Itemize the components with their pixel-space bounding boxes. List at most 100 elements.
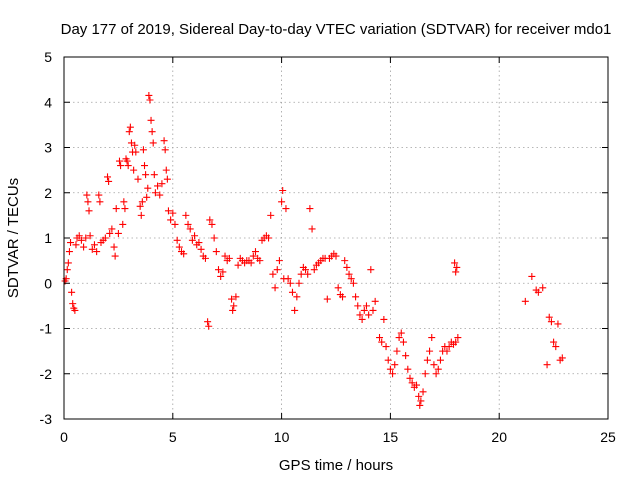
- data-point: [83, 191, 91, 199]
- data-point: [343, 263, 351, 271]
- data-point: [130, 166, 138, 174]
- data-point: [426, 347, 434, 355]
- data-point: [201, 254, 209, 262]
- data-point: [214, 266, 222, 274]
- data-point: [443, 347, 451, 355]
- x-tick-label: 25: [600, 429, 616, 445]
- data-point: [93, 248, 101, 256]
- data-point: [286, 279, 294, 287]
- data-point: [291, 306, 299, 314]
- data-point: [391, 361, 399, 369]
- data-point: [539, 284, 547, 292]
- data-point: [362, 302, 370, 310]
- data-point: [232, 293, 240, 301]
- data-point: [204, 318, 212, 326]
- data-point: [230, 302, 238, 310]
- data-point: [126, 123, 134, 131]
- data-point: [147, 116, 155, 124]
- data-point: [406, 374, 414, 382]
- y-tick-label: -3: [40, 411, 53, 427]
- data-point: [221, 252, 229, 260]
- data-point: [365, 311, 373, 319]
- data-point: [197, 245, 205, 253]
- data-point: [354, 302, 362, 310]
- data-point: [145, 91, 153, 99]
- data-point: [117, 162, 125, 170]
- data-point: [389, 370, 397, 378]
- data-point: [141, 162, 149, 170]
- data-point: [206, 216, 214, 224]
- data-point: [371, 297, 379, 305]
- data-point: [282, 205, 290, 213]
- x-tick-labels: 0 5 10 15 20 25: [60, 429, 616, 445]
- data-point: [293, 293, 301, 301]
- data-point: [273, 266, 281, 274]
- data-point: [380, 315, 388, 323]
- data-point: [382, 343, 390, 351]
- y-tick-label: -1: [40, 321, 53, 337]
- chart-title: Day 177 of 2019, Sidereal Day-to-day VTE…: [61, 21, 612, 38]
- data-point: [156, 191, 164, 199]
- data-point: [77, 236, 85, 244]
- data-point: [110, 243, 118, 251]
- data-point: [249, 252, 257, 260]
- data-point: [404, 365, 412, 373]
- x-tick-label: 5: [169, 429, 177, 445]
- data-point: [267, 211, 275, 219]
- data-point: [186, 225, 194, 233]
- data-point: [352, 293, 360, 301]
- data-point: [430, 361, 438, 369]
- data-point: [417, 397, 425, 405]
- data-point: [347, 275, 355, 283]
- data-point: [308, 225, 316, 233]
- data-point: [367, 266, 375, 274]
- data-point: [112, 205, 120, 213]
- data-point: [302, 266, 310, 274]
- data-point: [341, 257, 349, 265]
- data-point: [339, 293, 347, 301]
- data-point: [278, 198, 286, 206]
- data-point: [90, 241, 98, 249]
- x-axis-label: GPS time / hours: [279, 457, 393, 474]
- data-point: [132, 148, 140, 156]
- data-point: [121, 205, 129, 213]
- data-point: [413, 381, 421, 389]
- data-point: [68, 288, 76, 296]
- data-point: [182, 211, 190, 219]
- data-point: [160, 137, 168, 145]
- data-point: [124, 162, 132, 170]
- data-point: [288, 288, 296, 296]
- data-point: [67, 239, 75, 247]
- data-point: [131, 141, 139, 149]
- data-point: [205, 322, 213, 330]
- data-point: [146, 96, 154, 104]
- data-point: [423, 356, 431, 364]
- data-point: [111, 252, 119, 260]
- data-point: [269, 270, 277, 278]
- x-tick-label: 15: [383, 429, 399, 445]
- data-point: [105, 177, 113, 185]
- data-point: [547, 318, 555, 326]
- data-point: [175, 243, 183, 251]
- data-point: [115, 157, 123, 165]
- data-point: [95, 191, 103, 199]
- data-point: [545, 313, 553, 321]
- y-tick-label: 5: [44, 49, 52, 65]
- data-point: [399, 338, 407, 346]
- data-point: [432, 370, 440, 378]
- data-point: [256, 257, 264, 265]
- data-point: [386, 365, 394, 373]
- x-tick-label: 20: [491, 429, 507, 445]
- data-point: [402, 352, 410, 360]
- axis-ticks: [63, 56, 609, 420]
- data-point: [304, 270, 312, 278]
- data-point: [184, 220, 192, 228]
- data-point: [142, 171, 150, 179]
- data-point: [134, 175, 142, 183]
- data-point: [119, 220, 127, 228]
- data-point: [148, 128, 156, 136]
- data-point: [137, 211, 145, 219]
- data-point: [454, 334, 462, 342]
- data-point: [151, 189, 159, 197]
